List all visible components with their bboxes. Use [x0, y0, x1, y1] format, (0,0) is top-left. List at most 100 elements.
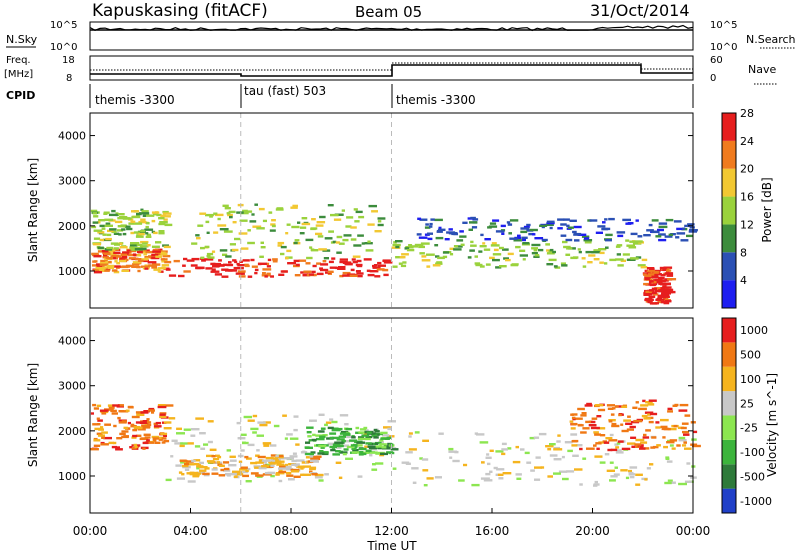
heatmap-cell: [328, 260, 334, 264]
heatmap-cell: [210, 270, 220, 273]
colorbar-tick-label: 100: [740, 373, 761, 386]
heatmap-cell: [194, 471, 199, 475]
heatmap-cell: [143, 253, 148, 256]
heatmap-cell: [691, 438, 697, 441]
heatmap-cell: [593, 258, 600, 261]
heatmap-cell: [274, 459, 279, 462]
colorbar-tick-label: -100: [740, 446, 765, 459]
heatmap-cell: [501, 232, 505, 235]
heatmap-cell: [100, 410, 109, 414]
heatmap-cell: [382, 268, 389, 272]
heatmap-cell: [206, 454, 214, 458]
heatmap-cell: [119, 432, 126, 436]
heatmap-cell: [655, 278, 663, 282]
heatmap-cell: [163, 421, 172, 424]
heatmap-cell: [199, 469, 207, 472]
heatmap-cell: [655, 421, 660, 424]
heatmap-cell: [668, 233, 673, 236]
heatmap-cell: [419, 252, 425, 255]
heatmap-cell: [576, 444, 583, 447]
heatmap-cell: [398, 262, 403, 265]
heatmap-cell: [155, 241, 162, 244]
heatmap-cell: [545, 445, 554, 448]
y-tick-label: 2000: [58, 220, 86, 233]
heatmap-cell: [163, 427, 172, 430]
heatmap-cell: [401, 461, 410, 464]
heatmap-cell: [117, 229, 124, 232]
heatmap-cell: [330, 213, 339, 217]
heatmap-cell: [176, 427, 182, 430]
heatmap-cell: [482, 242, 486, 245]
heatmap-cell: [379, 443, 387, 446]
heatmap-cell: [501, 452, 506, 456]
heatmap-cell: [250, 427, 259, 431]
heatmap-cell: [128, 257, 136, 260]
heatmap-cell: [563, 245, 571, 249]
heatmap-cell: [100, 426, 104, 429]
heatmap-cell: [158, 217, 165, 220]
heatmap-cell: [479, 441, 489, 444]
heatmap-cell: [640, 266, 648, 269]
heatmap-cell: [211, 468, 218, 471]
heatmap-cell: [176, 432, 185, 435]
freq-unit: [MHz]: [4, 69, 33, 80]
heatmap-cell: [358, 451, 364, 454]
heatmap-cell: [342, 271, 351, 275]
heatmap-cell: [106, 233, 112, 237]
heatmap-cell: [474, 432, 478, 435]
heatmap-cell: [558, 470, 568, 473]
heatmap-cell: [682, 444, 687, 447]
heatmap-cell: [620, 259, 626, 262]
heatmap-cell: [148, 264, 155, 267]
heatmap-cell: [254, 271, 258, 275]
heatmap-cell: [653, 293, 659, 296]
heatmap-cell: [647, 273, 655, 276]
heatmap-cell: [102, 269, 110, 272]
heatmap-cell: [91, 225, 97, 229]
heatmap-cell: [242, 470, 249, 474]
heatmap-cell: [213, 262, 222, 266]
heatmap-cell: [538, 432, 547, 436]
heatmap-cell: [689, 226, 695, 229]
heatmap-cell: [175, 464, 182, 467]
heatmap-cell: [132, 428, 138, 432]
heatmap-cell: [566, 470, 575, 473]
heatmap-cell: [266, 465, 274, 468]
heatmap-cell: [337, 427, 343, 431]
heatmap-cell: [139, 437, 146, 441]
heatmap-cell: [587, 261, 593, 264]
heatmap-cell: [642, 399, 646, 403]
heatmap-cell: [264, 275, 268, 278]
heatmap-cell: [256, 449, 260, 452]
heatmap-cell: [131, 436, 137, 439]
heatmap-cell: [319, 435, 326, 438]
heatmap-cell: [170, 455, 174, 458]
heatmap-cell: [623, 419, 631, 422]
heatmap-cell: [275, 473, 280, 476]
heatmap-cell: [406, 248, 415, 252]
heatmap-cell: [123, 426, 128, 430]
heatmap-cell: [425, 253, 435, 256]
heatmap-cell: [573, 225, 582, 229]
heatmap-cell: [223, 263, 228, 266]
heatmap-cell: [289, 455, 298, 458]
heatmap-cell: [574, 417, 583, 420]
heatmap-cell: [134, 222, 143, 225]
heatmap-cell: [427, 237, 433, 241]
heatmap-cell: [309, 273, 314, 276]
heatmap-cell: [421, 458, 429, 461]
heatmap-cell: [520, 227, 530, 230]
heatmap-cell: [625, 239, 630, 242]
heatmap-cell: [549, 248, 554, 252]
heatmap-cell: [644, 298, 653, 302]
heatmap-cell: [604, 218, 608, 221]
heatmap-cell: [468, 228, 473, 231]
heatmap-cell: [358, 447, 367, 451]
heatmap-cell: [130, 425, 137, 428]
heatmap-cell: [218, 464, 225, 467]
heatmap-cell: [117, 213, 125, 216]
heatmap-cell: [577, 233, 587, 236]
heatmap-cell: [485, 456, 492, 459]
heatmap-cell: [570, 413, 574, 416]
